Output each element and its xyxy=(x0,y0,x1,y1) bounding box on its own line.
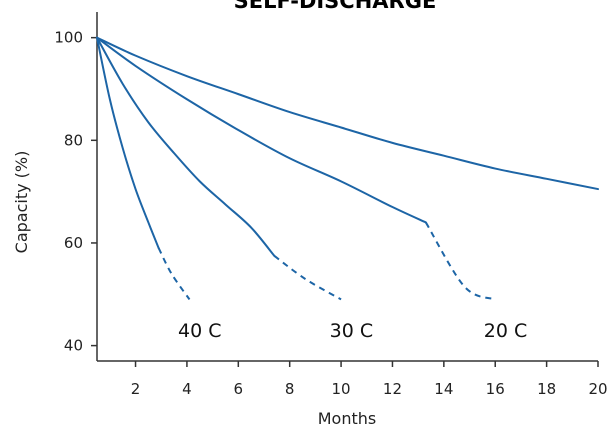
x-tick-group: 2 4 6 8 10 12 14 16 18 20 xyxy=(131,361,608,398)
x-tick-label: 8 xyxy=(285,380,295,398)
x-tick-label: 14 xyxy=(434,380,453,398)
x-tick-label: 4 xyxy=(182,380,192,398)
x-tick-label: 18 xyxy=(537,380,556,398)
x-axis-label: Months xyxy=(318,409,376,426)
x-tick-label: 20 xyxy=(588,380,607,398)
series-line-dashed-40c xyxy=(157,247,191,300)
x-tick-label: 10 xyxy=(332,380,351,398)
series-line-20c xyxy=(96,36,427,224)
y-tick-label: 60 xyxy=(64,234,83,252)
series-line-40c xyxy=(96,36,160,250)
series-label-30c: 30 C xyxy=(330,320,373,342)
series-line-dashed-20c xyxy=(425,221,496,301)
x-tick-label: 2 xyxy=(131,380,141,398)
series-line-unlabeled xyxy=(96,36,599,191)
series-group xyxy=(96,36,599,301)
series-label-group: 40 C 30 C 20 C xyxy=(178,320,527,342)
y-tick-group: 40 60 80 100 xyxy=(54,29,97,355)
x-tick-label: 16 xyxy=(486,380,505,398)
series-label-20c: 20 C xyxy=(484,320,527,342)
y-axis-label: Capacity (%) xyxy=(12,151,31,254)
series-line-30c xyxy=(96,36,276,257)
series-label-40c: 40 C xyxy=(178,320,221,342)
series-line-dashed-30c xyxy=(273,254,342,301)
y-tick-label: 100 xyxy=(54,29,83,47)
x-tick-label: 12 xyxy=(383,380,402,398)
x-tick-label: 6 xyxy=(234,380,244,398)
y-tick-label: 80 xyxy=(64,131,83,149)
y-tick-label: 40 xyxy=(64,337,83,355)
chart-title: SELF-DISCHARGE xyxy=(234,0,437,13)
